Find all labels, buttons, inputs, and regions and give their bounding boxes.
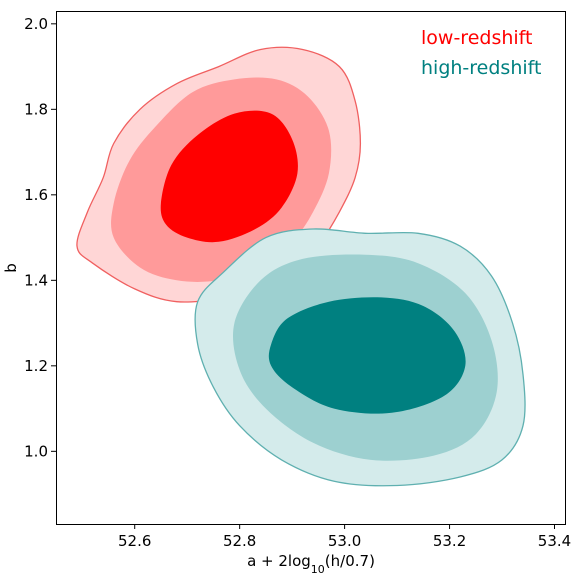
y-tick-label: 1.6 — [24, 186, 48, 204]
low-redshift-contours — [76, 46, 362, 303]
x-tick-label: 52.6 — [118, 532, 151, 550]
legend-entry-high-redshift: high-redshift — [421, 57, 541, 79]
y-tick-label: 1.8 — [24, 100, 48, 118]
high-redshift-contours — [194, 228, 526, 487]
x-axis: 52.6 52.8 53.0 53.2 53.4 — [118, 524, 571, 550]
x-tick-label: 52.8 — [223, 532, 256, 550]
y-tick-label: 1.0 — [24, 442, 48, 460]
y-axis: 1.0 1.2 1.4 1.6 1.8 2.0 — [24, 15, 56, 460]
low-redshift-inner-contour — [160, 110, 298, 243]
plot-frame — [56, 11, 566, 525]
x-axis-label: a + 2log10(h/0.7) — [247, 552, 375, 576]
x-tick-label: 53.0 — [328, 532, 361, 550]
y-tick-label: 2.0 — [24, 15, 48, 33]
x-tick-label: 53.4 — [538, 532, 571, 550]
y-tick-label: 1.2 — [24, 357, 48, 375]
y-axis-label: b — [2, 263, 20, 273]
legend: low-redshift high-redshift — [421, 27, 541, 79]
high-redshift-inner-contour — [268, 297, 466, 414]
legend-entry-low-redshift: low-redshift — [421, 27, 532, 49]
contour-layer — [76, 46, 526, 487]
x-tick-label: 53.2 — [433, 532, 466, 550]
y-tick-label: 1.4 — [24, 271, 48, 289]
